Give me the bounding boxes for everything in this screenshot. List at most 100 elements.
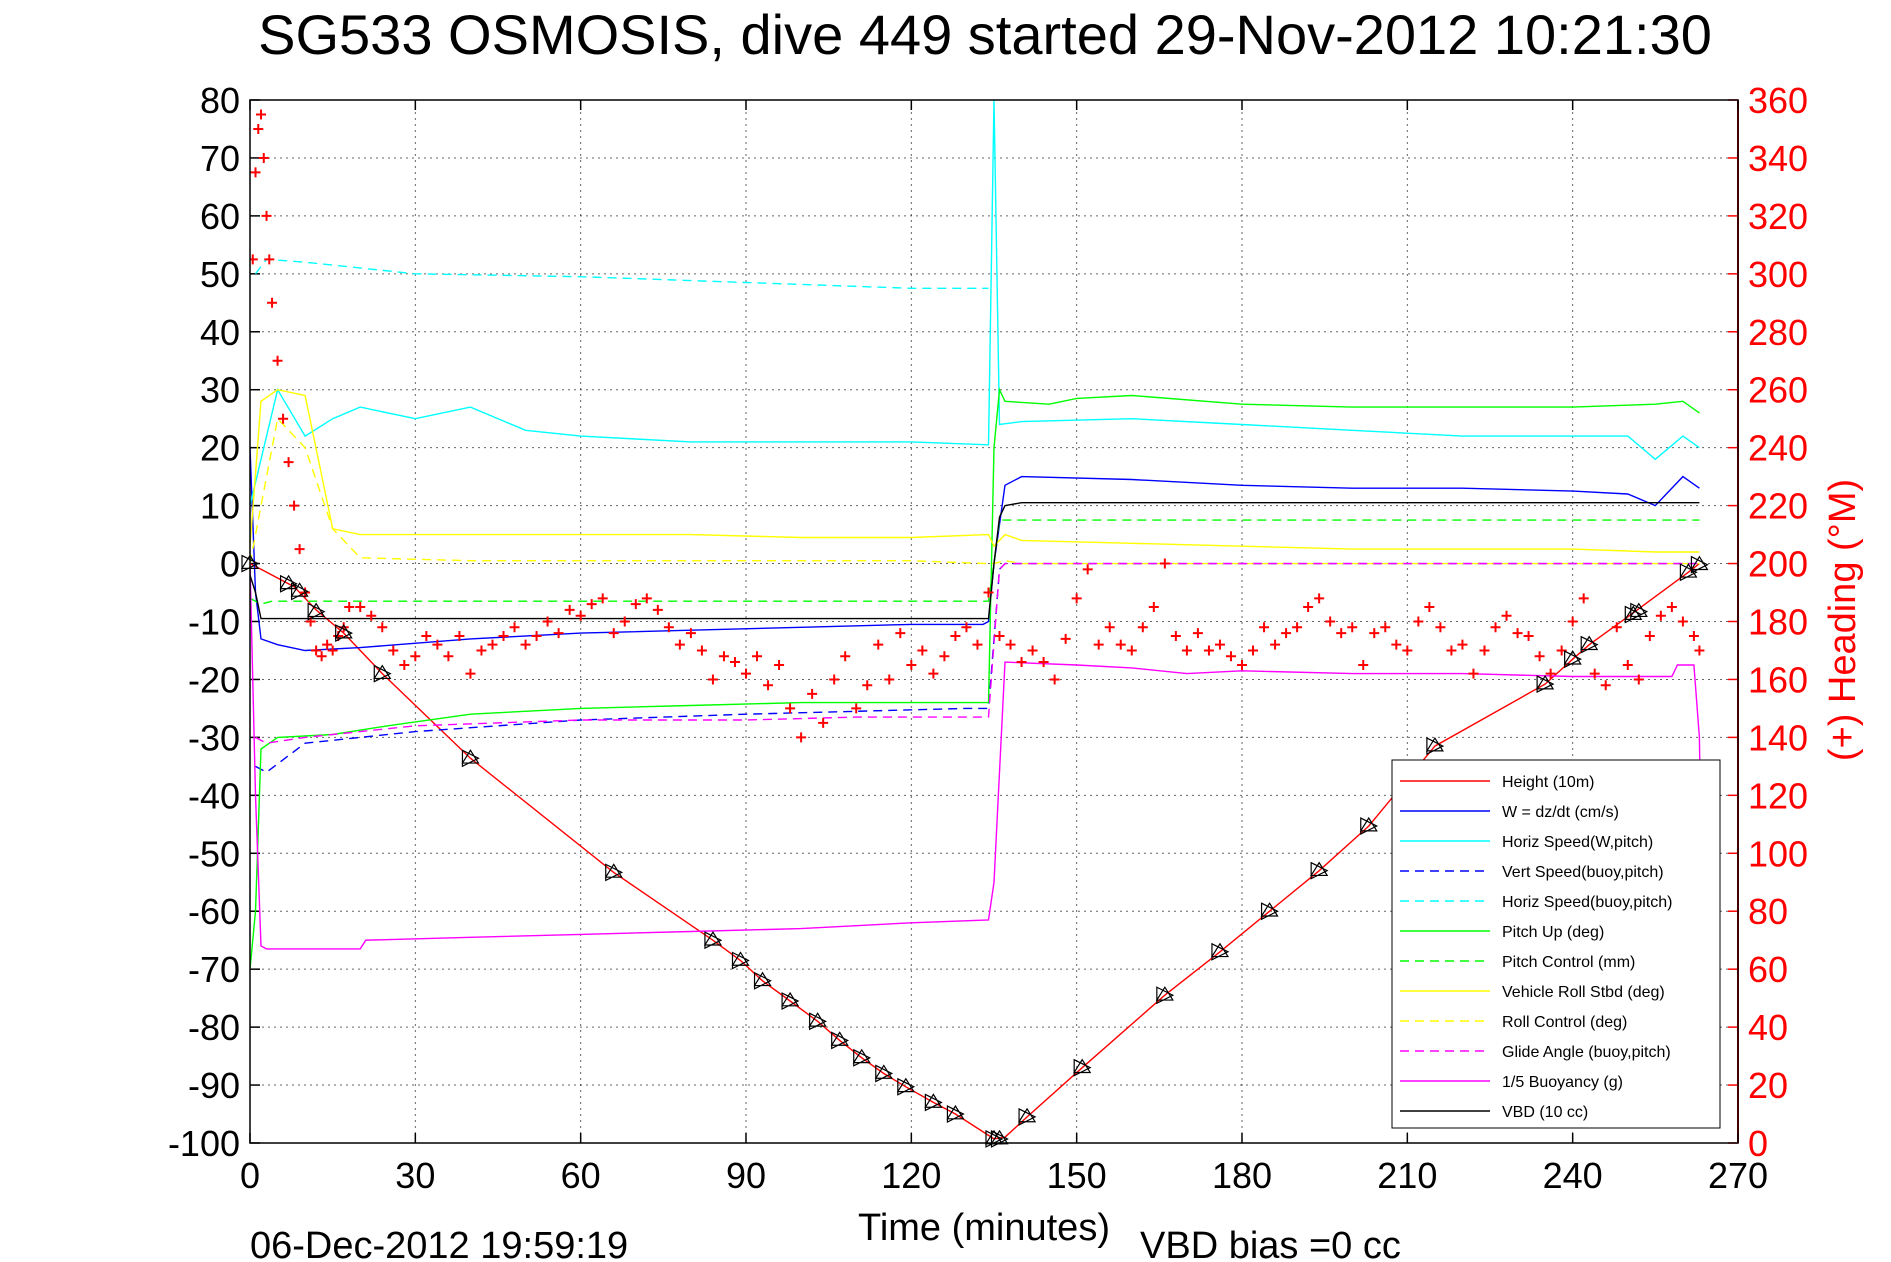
- heading-marker: [752, 651, 763, 662]
- heading-marker: [1314, 593, 1325, 604]
- heading-marker: [311, 645, 322, 656]
- heading-marker: [696, 645, 707, 656]
- heading-marker: [1545, 668, 1556, 679]
- heading-marker: [1358, 659, 1369, 670]
- heading-marker: [250, 254, 258, 265]
- heading-marker: [1093, 639, 1104, 650]
- heading-marker: [1104, 622, 1115, 633]
- right-tick-label: 0: [1748, 1123, 1768, 1164]
- heading-marker: [1303, 602, 1314, 613]
- depth-marker: [373, 664, 392, 683]
- heading-marker: [685, 628, 696, 639]
- heading-marker: [917, 645, 928, 656]
- heading-marker: [366, 610, 377, 621]
- heading-marker: [729, 657, 740, 668]
- heading-marker: [1148, 602, 1159, 613]
- y-tick-label: 60: [200, 196, 240, 237]
- heading-marker: [906, 659, 917, 670]
- heading-marker: [961, 622, 972, 633]
- left-axis-ticks: 80 70 60 50 40 30 20 10 0 -10 -20 -30 -40 -50 -60 -70 -8…: [168, 80, 260, 1164]
- legend-label-10: 1/5 Buoyancy (g): [1502, 1074, 1623, 1091]
- footer-timestamp: 06-Dec-2012 19:59:19: [250, 1225, 628, 1262]
- heading-marker: [1501, 610, 1512, 621]
- heading-marker: [763, 680, 774, 691]
- legend-label-0: Height (10m): [1502, 774, 1594, 791]
- depth-marker: [1690, 555, 1709, 574]
- heading-marker: [652, 604, 663, 615]
- depth-marker: [1155, 986, 1175, 1005]
- y-tick-label: -60: [188, 891, 240, 932]
- bottom-axis-ticks: 0 30 60 90 120 150 180 210 240 270: [240, 100, 1768, 1196]
- heading-marker: [1325, 616, 1336, 627]
- heading-marker: [1060, 633, 1071, 644]
- heading-marker: [840, 651, 851, 662]
- x-tick-label: 240: [1543, 1155, 1603, 1196]
- series-line-1: [250, 447, 1700, 652]
- depth-marker: [307, 602, 326, 621]
- heading-marker: [344, 602, 355, 613]
- x-axis-label: Time (minutes): [858, 1207, 1110, 1249]
- heading-marker: [316, 651, 327, 662]
- heading-marker: [950, 630, 961, 641]
- series-line-4: [254, 258, 989, 289]
- heading-marker: [785, 703, 796, 714]
- depth-marker: [1563, 650, 1583, 669]
- heading-marker: [1237, 659, 1247, 670]
- heading-marker: [1688, 630, 1699, 641]
- y-tick-label: 20: [200, 428, 240, 469]
- heading-marker: [322, 639, 333, 650]
- depth-marker: [290, 582, 309, 601]
- right-axis-ticks: 3603403203002802602402202001801601401201…: [1728, 80, 1808, 1164]
- heading-marker: [1666, 602, 1677, 613]
- heading-marker: [1292, 622, 1303, 633]
- heading-marker: [553, 628, 564, 639]
- heading-marker: [487, 639, 498, 650]
- y-tick-label: 40: [200, 312, 240, 353]
- heading-marker: [1446, 645, 1457, 656]
- heading-marker: [1159, 558, 1170, 569]
- heading-marker: [1578, 593, 1589, 604]
- heading-marker: [294, 544, 305, 555]
- depth-marker: [1017, 1107, 1037, 1126]
- heading-marker: [1694, 645, 1705, 656]
- heading-marker: [1523, 630, 1534, 641]
- y-tick-label: 10: [200, 486, 240, 527]
- series-line-2: [250, 100, 1700, 506]
- heading-marker: [818, 717, 829, 728]
- heading-marker: [674, 639, 685, 650]
- legend-label-11: VBD (10 cc): [1502, 1104, 1588, 1121]
- series-line-11: [250, 502, 1700, 620]
- depth-marker: [874, 1064, 894, 1083]
- y-tick-label: -50: [188, 833, 240, 874]
- heading-marker: [278, 413, 289, 424]
- depth-marker: [604, 863, 624, 882]
- heading-marker: [1126, 645, 1137, 656]
- heading-marker: [1512, 628, 1523, 639]
- heading-marker: [1259, 622, 1270, 633]
- series-line-3: [255, 562, 1700, 774]
- heading-marker: [663, 622, 674, 633]
- depth-marker: [461, 749, 480, 768]
- x-tick-label: 210: [1377, 1155, 1437, 1196]
- heading-marker: [564, 604, 575, 615]
- heading-marker: [1567, 616, 1578, 627]
- legend-label-9: Glide Angle (buoy,pitch): [1502, 1044, 1671, 1061]
- heading-marker: [283, 457, 294, 468]
- heading-marker: [264, 254, 275, 265]
- heading-marker: [851, 703, 862, 714]
- y-tick-label: 70: [200, 138, 240, 179]
- heading-marker: [1027, 645, 1038, 656]
- heading-marker: [1192, 628, 1203, 639]
- legend-label-3: Vert Speed(buoy,pitch): [1502, 864, 1664, 881]
- depth-markers: [240, 554, 1709, 1148]
- heading-marker: [928, 668, 939, 679]
- y-tick-label: 0: [220, 544, 240, 585]
- y-tick-label: -100: [168, 1123, 240, 1164]
- heading-marker: [1490, 622, 1501, 633]
- heading-marker: [1611, 622, 1622, 633]
- heading-marker: [1347, 622, 1358, 633]
- right-tick-label: 80: [1748, 891, 1788, 932]
- heading-marker: [641, 593, 652, 604]
- depth-marker: [703, 931, 723, 950]
- heading-marker: [608, 628, 619, 639]
